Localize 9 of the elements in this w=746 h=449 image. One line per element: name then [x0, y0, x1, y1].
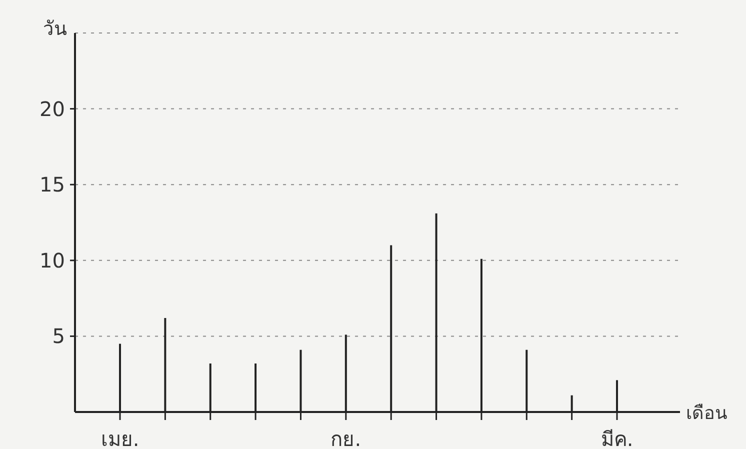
y-tick-label: 20 — [40, 96, 65, 121]
x-tick-label: เมย. — [100, 427, 140, 449]
x-tick-label: กย. — [330, 427, 362, 449]
y-axis-title: วัน — [43, 18, 67, 40]
y-tick-label: 15 — [40, 172, 65, 197]
x-axis-title: เดือน — [686, 403, 727, 424]
y-tick-label: 10 — [40, 248, 65, 272]
y-tick-label: 5 — [52, 324, 65, 348]
x-tick-label: มีค. — [600, 427, 634, 449]
